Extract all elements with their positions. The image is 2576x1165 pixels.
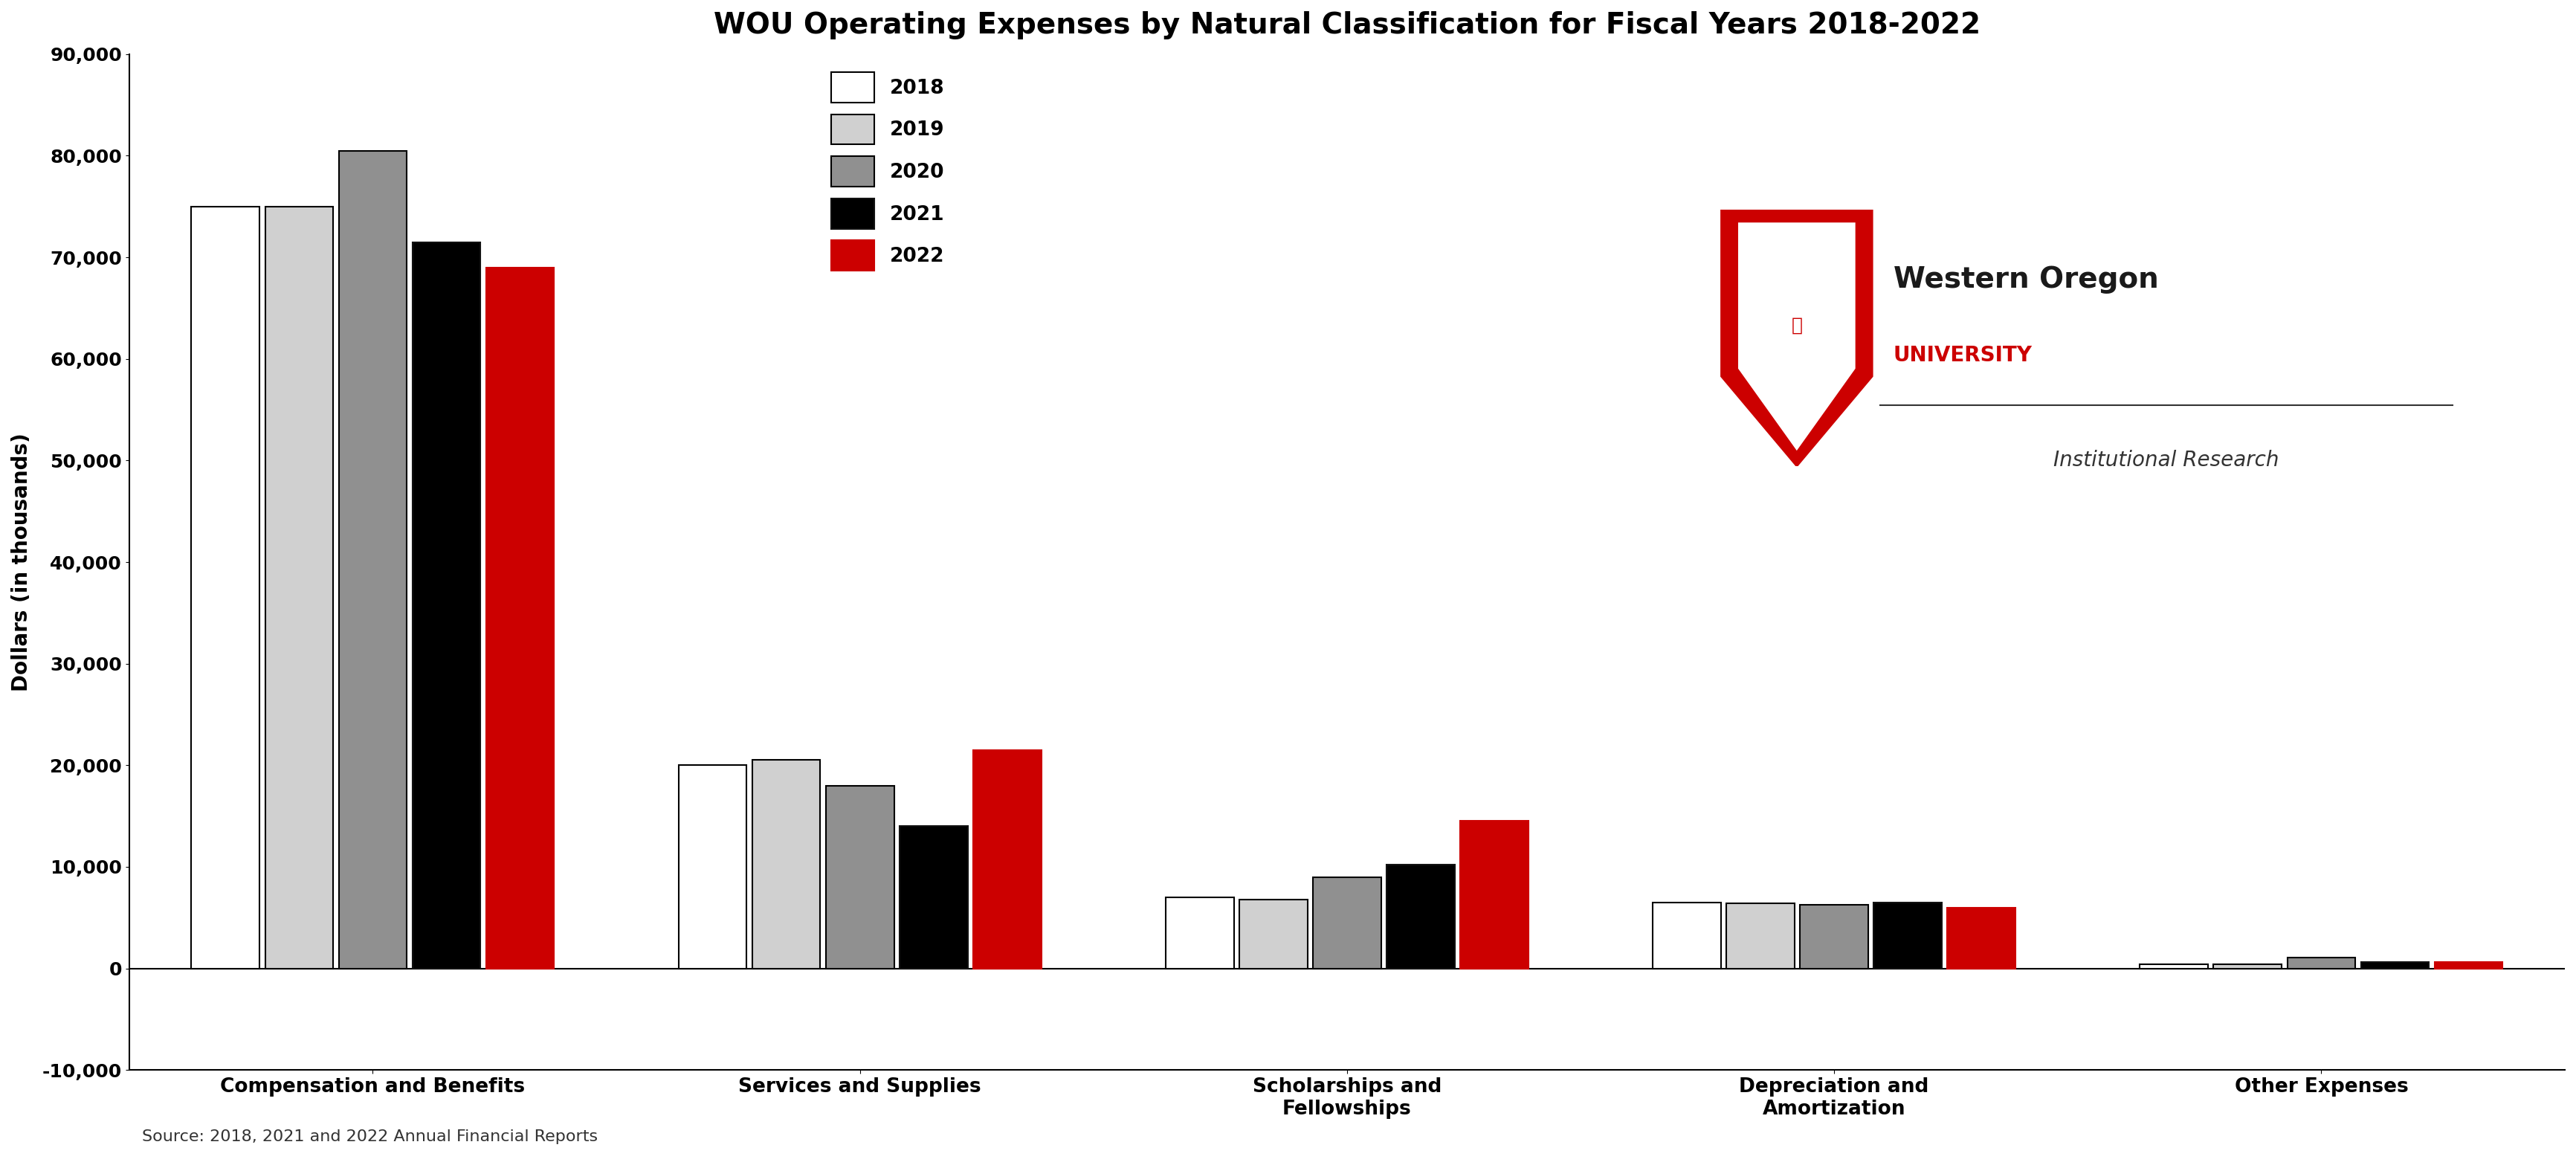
Bar: [1801, 904, 1868, 968]
PathPatch shape: [1739, 223, 1855, 451]
Bar: [827, 785, 894, 968]
Title: WOU Operating Expenses by Natural Classification for Fiscal Years 2018-2022: WOU Operating Expenses by Natural Classi…: [714, 12, 1981, 40]
Text: UNIVERSITY: UNIVERSITY: [1893, 345, 2032, 366]
Bar: [1314, 877, 1381, 968]
Bar: [677, 765, 747, 968]
Bar: [487, 268, 554, 968]
Bar: [1239, 899, 1309, 968]
PathPatch shape: [1721, 210, 1873, 466]
Bar: [752, 761, 819, 968]
Bar: [2434, 962, 2504, 968]
Bar: [337, 150, 407, 968]
Bar: [1654, 903, 1721, 968]
Bar: [1873, 903, 1942, 968]
Bar: [1947, 908, 2014, 968]
Bar: [1461, 821, 1528, 968]
Bar: [974, 750, 1041, 968]
Text: Western Oregon: Western Oregon: [1893, 266, 2159, 294]
Text: Source: 2018, 2021 and 2022 Annual Financial Reports: Source: 2018, 2021 and 2022 Annual Finan…: [142, 1129, 598, 1144]
Text: Institutional Research: Institutional Research: [2053, 450, 2280, 471]
Legend: 2018, 2019, 2020, 2021, 2022: 2018, 2019, 2020, 2021, 2022: [824, 64, 953, 278]
Text: 🔥: 🔥: [1790, 316, 1803, 334]
Bar: [265, 206, 332, 968]
Bar: [2360, 962, 2429, 968]
Bar: [2287, 958, 2354, 968]
Bar: [1726, 903, 1795, 968]
Bar: [2213, 965, 2282, 968]
Y-axis label: Dollars (in thousands): Dollars (in thousands): [10, 433, 31, 691]
Bar: [899, 826, 969, 968]
Bar: [1386, 864, 1455, 968]
Bar: [2141, 965, 2208, 968]
Bar: [412, 242, 482, 968]
Bar: [191, 206, 260, 968]
Bar: [1167, 897, 1234, 968]
